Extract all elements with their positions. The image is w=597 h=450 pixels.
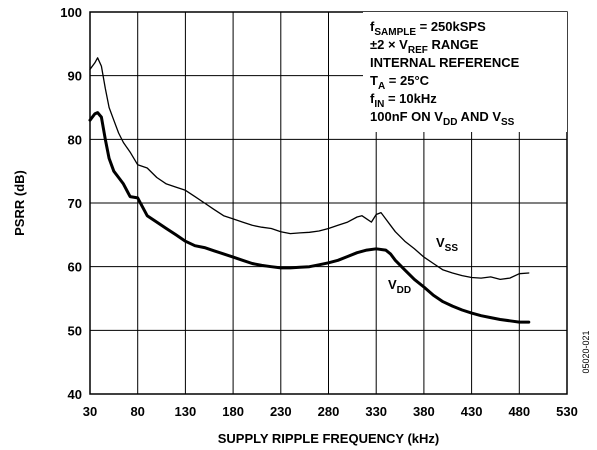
y-tick-label: 50 [68, 323, 82, 338]
annotation-text: SAMPLE [374, 27, 416, 38]
series-label-sub: SS [445, 243, 459, 254]
x-tick-label: 30 [83, 404, 97, 419]
annotation-line: fIN = 10kHz [370, 91, 437, 110]
annotation-text: INTERNAL REFERENCE [370, 55, 520, 70]
plot-frame [89, 11, 568, 395]
y-axis-title: PSRR (dB) [12, 170, 27, 236]
series-line-vss [89, 57, 530, 281]
series-label-main: V [388, 277, 397, 292]
annotation-line: 100nF ON VDD AND VSS [370, 109, 515, 128]
annotation-text: AND V [457, 109, 501, 124]
x-tick-label: 430 [461, 404, 483, 419]
annotation-text: = 250kSPS [416, 19, 486, 34]
series-line-vdd [88, 111, 531, 324]
annotation-line: fSAMPLE = 250kSPS [370, 19, 486, 38]
x-tick-label: 380 [413, 404, 435, 419]
x-tick-label: 280 [318, 404, 340, 419]
annotation-text: ±2 × V [370, 37, 408, 52]
x-tick-label: 130 [175, 404, 197, 419]
annotation-text: = 25°C [385, 73, 429, 88]
annotation-line: ±2 × VREF RANGE [370, 37, 479, 56]
annotation-text: DD [443, 117, 457, 128]
series-label-vdd: VDD [388, 277, 411, 296]
series-lines [88, 57, 531, 324]
x-tick-label: 230 [270, 404, 292, 419]
x-tick-label: 480 [508, 404, 530, 419]
annotation-line: INTERNAL REFERENCE [370, 55, 520, 70]
annotation-text: RANGE [428, 37, 479, 52]
annotation-text: IN [374, 99, 384, 110]
y-tick-label: 90 [68, 69, 82, 84]
annotation-text: SS [501, 117, 515, 128]
x-tick-label: 180 [222, 404, 244, 419]
series-label-sub: DD [397, 285, 411, 296]
series-label-vss: VSS [436, 235, 458, 254]
annotation-text: T [370, 73, 378, 88]
figure-id: 05020-021 [581, 330, 591, 373]
annotation-line: TA = 25°C [370, 73, 430, 92]
y-tick-label: 60 [68, 260, 82, 275]
x-tick-label: 530 [556, 404, 578, 419]
series-label-main: V [436, 235, 445, 250]
y-tick-label: 70 [68, 196, 82, 211]
x-tick-label: 80 [130, 404, 144, 419]
annotation-text: 100nF ON V [370, 109, 443, 124]
annotation-text: REF [408, 45, 428, 56]
y-tick-labels: 40 50 60 70 80 90 100 [60, 5, 82, 402]
x-tick-label: 330 [365, 404, 387, 419]
x-axis-title: SUPPLY RIPPLE FREQUENCY (kHz) [218, 431, 440, 446]
annotation-text: f [370, 19, 375, 34]
y-tick-label: 100 [60, 5, 82, 20]
annotation-box: fSAMPLE = 250kSPS±2 × VREF RANGEINTERNAL… [363, 12, 567, 132]
annotation-text: f [370, 91, 375, 106]
annotation-background [363, 12, 567, 132]
x-tick-labels: 30 80 130 180 230 280 330 380 430 480 530 [83, 404, 578, 419]
annotation-text: = 10kHz [384, 91, 437, 106]
y-tick-label: 40 [68, 387, 82, 402]
y-tick-label: 80 [68, 132, 82, 147]
annotation-text: A [378, 81, 385, 92]
